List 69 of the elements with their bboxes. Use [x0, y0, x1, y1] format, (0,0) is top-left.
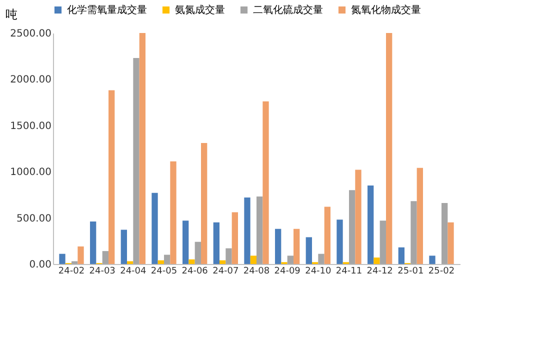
y-tick-label: 1500.00: [10, 120, 52, 132]
bar: [194, 242, 201, 264]
y-tick-label: 0.00: [29, 260, 52, 270]
bar: [78, 246, 84, 264]
legend-label: 化学需氧量成交量: [67, 4, 147, 16]
x-tick-label: 24-11: [336, 266, 362, 276]
bar: [158, 260, 164, 264]
bar: [226, 248, 232, 264]
y-tick-label: 500.00: [16, 213, 52, 224]
bar: [59, 254, 66, 264]
bar: [244, 197, 250, 264]
x-tick-label: 25-02: [428, 266, 455, 276]
bar: [416, 168, 423, 264]
bar: [349, 190, 356, 264]
bar: [213, 222, 220, 264]
bar: [287, 256, 294, 264]
bar: [374, 258, 380, 264]
bar: [72, 261, 78, 264]
y-tick-label: 2000.00: [10, 74, 52, 86]
bar: [429, 256, 436, 264]
bar: [232, 212, 238, 264]
bar: [398, 247, 404, 264]
legend-label: 二氧化硫成交量: [253, 4, 323, 16]
bar: [256, 196, 263, 264]
bar: [336, 220, 343, 264]
x-tick-label: 24-02: [58, 266, 85, 276]
bar: [127, 261, 134, 264]
x-tick-label: 24-08: [243, 266, 270, 276]
bar: [164, 254, 170, 264]
bar: [250, 256, 256, 264]
bar: [152, 192, 158, 264]
bar: [108, 90, 115, 264]
x-tick-label: 24-07: [212, 266, 239, 276]
bar: [120, 230, 127, 264]
bar: [386, 33, 392, 264]
x-tick-label: 24-04: [120, 266, 147, 276]
legend-label: 氨氮成交量: [175, 4, 225, 16]
bar: [294, 228, 300, 264]
bar: [306, 237, 312, 264]
x-tick-label: 24-05: [150, 266, 178, 276]
bar: [448, 222, 454, 264]
bar: [170, 161, 176, 264]
y-tick-label: 1000.00: [10, 167, 52, 178]
x-tick-label: 25-01: [398, 266, 424, 276]
x-tick-label: 24-03: [89, 266, 116, 276]
y-axis-title: 吨: [6, 8, 18, 22]
bar: [201, 142, 208, 264]
bar: [262, 101, 269, 264]
bar: [275, 228, 282, 264]
bar: [355, 170, 362, 264]
bar: [182, 220, 189, 264]
bar: [442, 203, 448, 264]
bar: [318, 254, 324, 264]
bar: [139, 33, 146, 264]
x-tick-label: 24-12: [366, 266, 393, 276]
bar: [380, 220, 386, 264]
bar: [324, 206, 330, 264]
x-tick-label: 24-10: [305, 266, 332, 276]
bar: [220, 260, 226, 264]
bar: [90, 221, 96, 264]
bar: [133, 58, 140, 264]
bar: [188, 259, 195, 264]
legend-label: 氮氧化物成交量: [351, 4, 421, 16]
x-tick-label: 24-09: [274, 266, 301, 276]
bar: [102, 251, 108, 264]
x-tick-label: 24-06: [182, 266, 208, 276]
y-tick-label: 2500.00: [10, 28, 52, 40]
bar: [410, 201, 417, 264]
bar: [368, 185, 374, 264]
